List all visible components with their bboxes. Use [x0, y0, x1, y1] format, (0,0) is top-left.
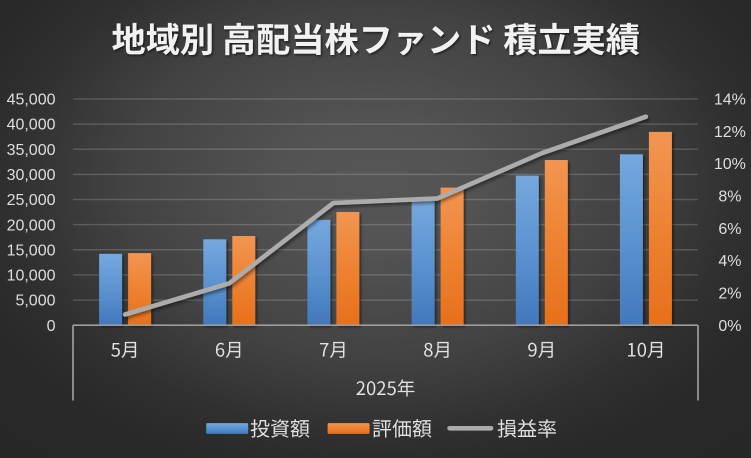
svg-text:40,000: 40,000 [7, 117, 56, 134]
svg-text:35,000: 35,000 [7, 142, 56, 159]
svg-text:30,000: 30,000 [7, 167, 56, 184]
svg-text:0: 0 [47, 318, 56, 335]
svg-text:20,000: 20,000 [7, 217, 56, 234]
svg-text:10%: 10% [714, 156, 746, 173]
svg-text:0%: 0% [718, 318, 741, 335]
svg-text:2%: 2% [718, 285, 741, 302]
svg-text:25,000: 25,000 [7, 192, 56, 209]
svg-text:8%: 8% [718, 189, 741, 206]
svg-text:14%: 14% [714, 92, 746, 109]
svg-text:4%: 4% [718, 253, 741, 270]
svg-text:45,000: 45,000 [7, 92, 56, 109]
svg-text:15,000: 15,000 [7, 242, 56, 259]
svg-text:6%: 6% [718, 221, 741, 238]
svg-text:5,000: 5,000 [15, 293, 55, 310]
svg-text:12%: 12% [714, 124, 746, 141]
svg-text:10,000: 10,000 [7, 268, 56, 285]
